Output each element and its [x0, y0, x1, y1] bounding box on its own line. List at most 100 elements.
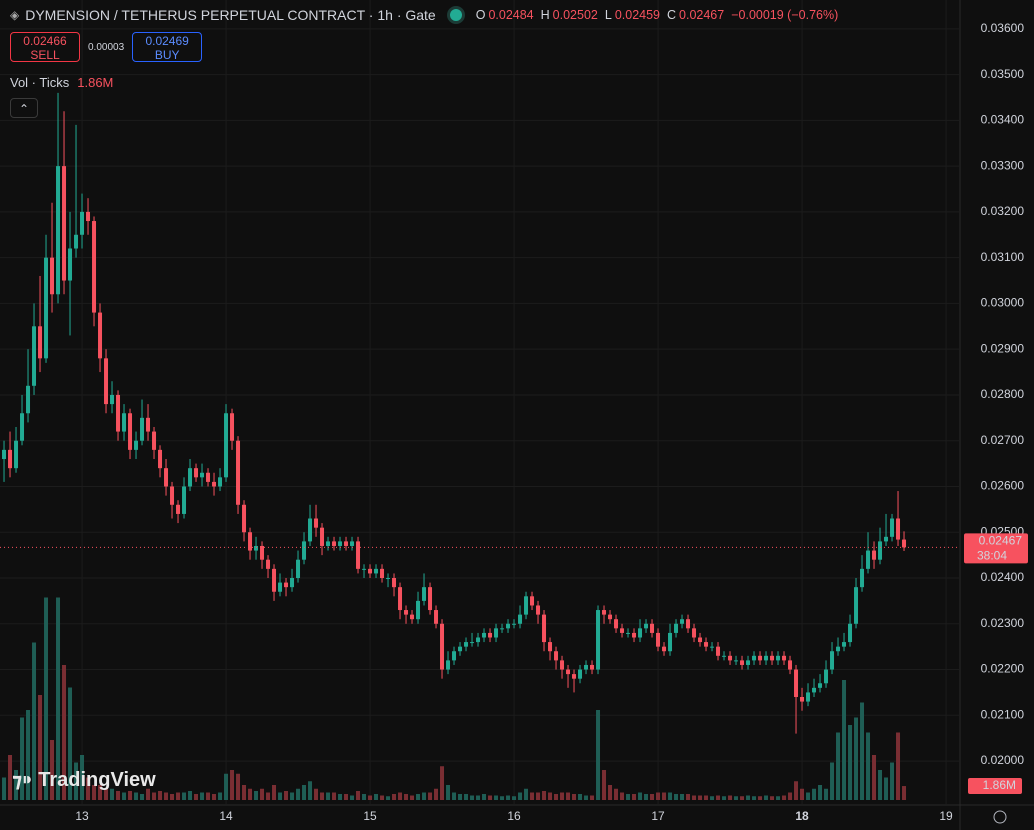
candle-body	[368, 568, 373, 574]
candle-body	[782, 655, 787, 661]
volume-bar	[278, 792, 283, 800]
volume-bar	[86, 777, 91, 800]
last-price-tag	[964, 533, 1028, 564]
candle-body	[758, 655, 763, 661]
volume-bar	[692, 795, 697, 800]
change: −0.00019 (−0.76%)	[731, 8, 839, 22]
candle-body	[572, 674, 577, 679]
volume-bar	[350, 795, 355, 800]
candle-body	[224, 413, 229, 478]
candle-body	[848, 623, 853, 643]
countdown: 38:04	[977, 549, 1007, 563]
volume-bar	[146, 788, 151, 800]
ohlc-legend: O 0.02484 H 0.02502 L 0.02459 C 0.02467 −0.0…	[476, 8, 843, 22]
volume-bar	[518, 792, 523, 800]
volume-bar	[764, 795, 769, 800]
volume-bar	[728, 795, 733, 800]
volume-bar	[650, 794, 655, 800]
volume-bar	[422, 792, 427, 800]
volume-bar	[92, 785, 97, 800]
candle-body	[554, 651, 559, 661]
candle-body	[446, 660, 451, 670]
volume-bar	[110, 788, 115, 800]
logo-icon: ⁊⁍	[12, 770, 33, 792]
candle-body	[32, 326, 37, 386]
candle-body	[56, 166, 61, 295]
volume-bar	[830, 762, 835, 800]
candle-body	[698, 637, 703, 643]
candle-body	[14, 440, 19, 469]
candle-body	[482, 632, 487, 638]
candle-body	[236, 440, 241, 505]
sell-price: 0.02466	[23, 34, 67, 48]
volume-bar	[296, 788, 301, 800]
buy-button[interactable]: 0.02469 BUY	[132, 32, 203, 62]
collapse-button[interactable]: ⌃	[10, 98, 38, 118]
volume-bar	[62, 665, 67, 800]
volume-bar	[608, 785, 613, 800]
volume-bar	[446, 785, 451, 800]
volume-bar	[284, 791, 289, 800]
candle-body	[644, 623, 649, 629]
candle-body	[386, 578, 391, 580]
candle-body	[278, 582, 283, 592]
candle-body	[788, 660, 793, 670]
volume-bar	[716, 795, 721, 800]
candle-body	[116, 394, 121, 432]
candle-body	[158, 449, 163, 469]
candle-body	[902, 539, 907, 548]
candle-body	[398, 587, 403, 611]
volume-bar	[584, 795, 589, 800]
candle-body	[2, 449, 7, 460]
volume-bar	[224, 773, 229, 800]
candle-body	[806, 692, 811, 702]
volume-bar	[194, 794, 199, 800]
volume-bar	[464, 794, 469, 800]
volume-bar	[476, 795, 481, 800]
volume-bar	[668, 792, 673, 800]
volume-bar	[428, 792, 433, 800]
volume-bar	[218, 792, 223, 800]
candle-body	[92, 221, 97, 313]
volume-bar	[824, 788, 829, 800]
candle-body	[290, 578, 295, 588]
volume-bar	[710, 796, 715, 800]
candle-body	[452, 651, 457, 661]
volume-bar	[170, 794, 175, 800]
volume-bar	[98, 785, 103, 800]
volume-bar	[746, 795, 751, 800]
candle-body	[110, 394, 115, 405]
candle-body	[188, 468, 193, 487]
volume-bar	[776, 796, 781, 800]
volume-bar	[236, 773, 241, 800]
candle-body	[314, 518, 319, 528]
volume-bar	[524, 788, 529, 800]
volume-bar	[560, 792, 565, 800]
volume-bar	[548, 792, 553, 800]
candle-body	[842, 642, 847, 647]
volume-bar	[248, 788, 253, 800]
volume-bar	[566, 792, 571, 800]
candle-body	[722, 655, 727, 657]
candle-body	[896, 518, 901, 540]
candle-body	[434, 610, 439, 624]
volume-bar	[482, 794, 487, 800]
candle-body	[746, 660, 751, 665]
volume-bar	[158, 791, 163, 800]
candle-body	[518, 614, 523, 624]
candle-body	[506, 623, 511, 629]
candle-body	[356, 541, 361, 569]
volume-bar	[440, 766, 445, 800]
y-tick-label: 0.03600	[981, 21, 1025, 35]
sell-button[interactable]: 0.02466 SELL	[10, 32, 80, 62]
volume-bar	[494, 795, 499, 800]
volume-bar	[806, 792, 811, 800]
candle-body	[710, 646, 715, 648]
ohlc-value: 0.02502	[552, 8, 598, 22]
candle-body	[8, 449, 13, 469]
candle-body	[800, 696, 805, 702]
volume-bar	[26, 710, 31, 800]
volume-bar	[290, 792, 295, 800]
volume-bar	[320, 792, 325, 800]
volume-bar	[332, 792, 337, 800]
